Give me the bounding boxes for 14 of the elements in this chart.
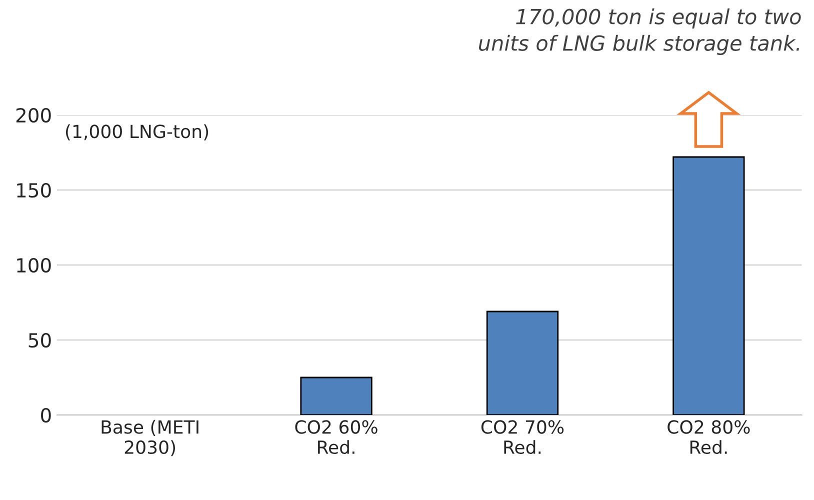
x-tick-label: CO2 70% Red. bbox=[481, 420, 564, 454]
bar bbox=[486, 310, 559, 415]
text: 170,000 ton is equal to two units of LNG bulk storage tank. bbox=[478, 8, 801, 55]
y-tick-label: 0 bbox=[41, 408, 51, 423]
y-tick-label: 100 bbox=[17, 258, 51, 273]
bar bbox=[672, 156, 745, 415]
annotation: (1,000 LNG-ton) bbox=[66, 124, 208, 140]
bar bbox=[300, 376, 372, 415]
y-tick-label: 150 bbox=[17, 182, 51, 198]
x-tick-label: Base (METI 2030) bbox=[102, 420, 198, 456]
x-tick-label: CO2 80% Red. bbox=[668, 420, 750, 454]
y-tick-label: 50 bbox=[28, 332, 51, 348]
y-tick-label: 200 bbox=[16, 108, 51, 123]
x-tick-label: CO2 60% Red. bbox=[295, 420, 378, 454]
